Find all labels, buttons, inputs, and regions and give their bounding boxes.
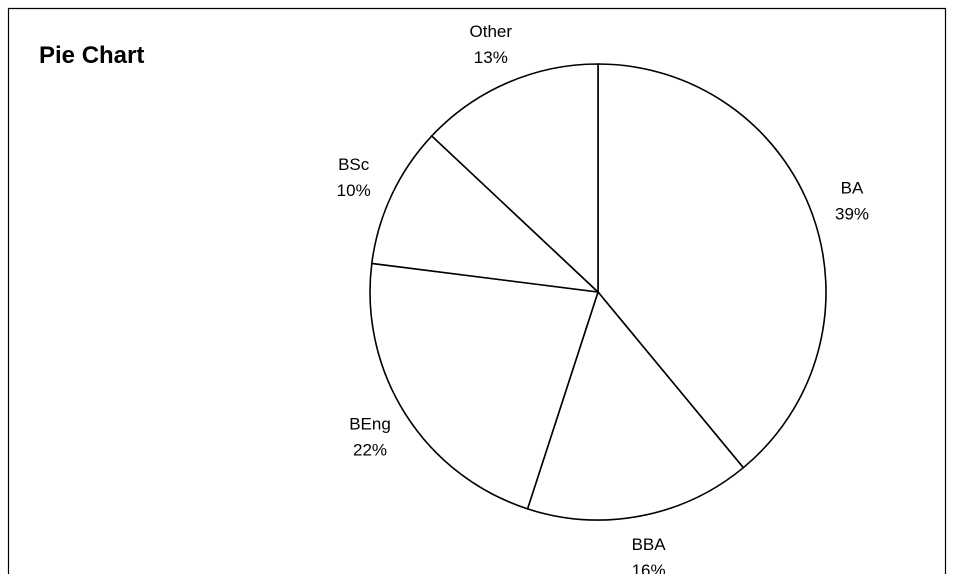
chart-title: Pie Chart: [39, 42, 144, 69]
pie-slice-other: [430, 63, 599, 294]
pie-labels: BA 39% BBA 16% BEng 22% BSc 10% Other 13%: [337, 22, 869, 574]
slice-label-ba: BA: [841, 179, 864, 198]
slice-label-other: Other: [470, 22, 513, 41]
pie-slice-bba: [526, 290, 745, 521]
slice-percent-other: 13%: [474, 48, 508, 67]
slice-label-bsc: BSc: [338, 155, 370, 174]
pie-slice-ba: [597, 63, 827, 469]
slice-percent-bba: 16%: [632, 561, 666, 574]
pie-slices: [369, 63, 827, 521]
slice-percent-beng: 22%: [353, 441, 387, 460]
slice-percent-bsc: 10%: [337, 181, 371, 200]
slice-label-beng: BEng: [349, 415, 391, 434]
pie-slice-beng: [369, 262, 600, 510]
chart-frame: [7, 7, 947, 574]
pie-slice-bsc: [370, 134, 601, 294]
slice-percent-ba: 39%: [835, 205, 869, 224]
slice-label-bba: BBA: [632, 535, 667, 554]
